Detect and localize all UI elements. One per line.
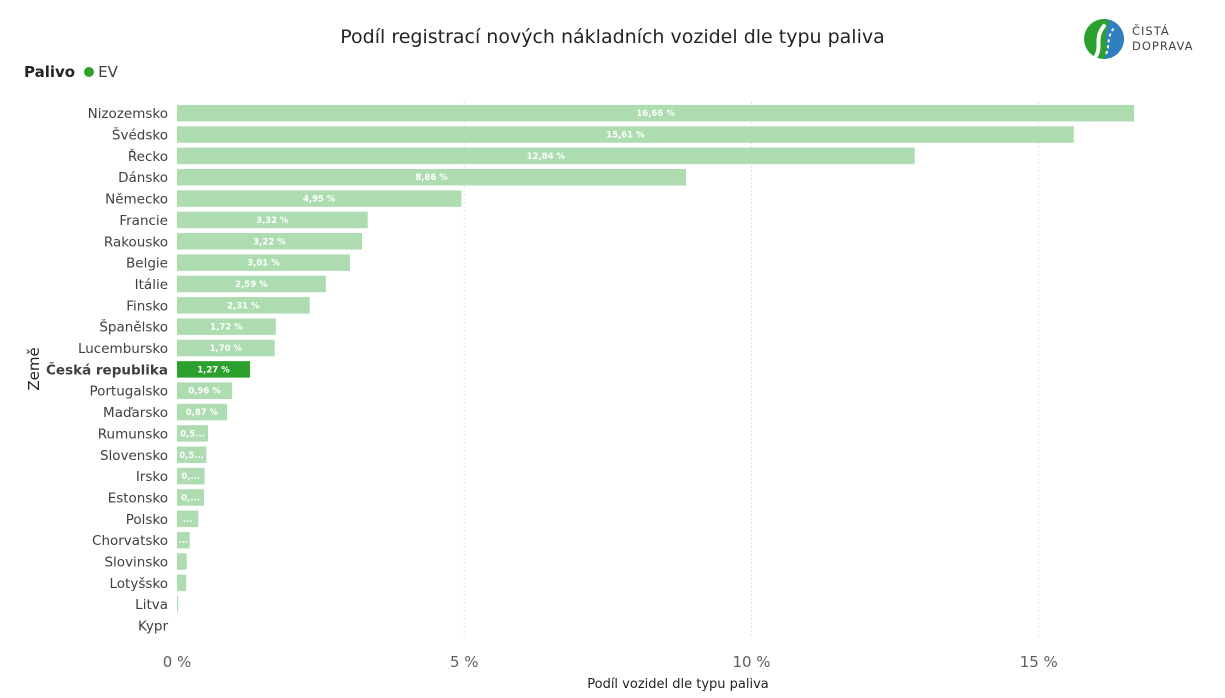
y-category-label: Lucembursko: [78, 341, 168, 357]
data-label: 0,...: [181, 472, 200, 482]
bar: [177, 104, 1135, 122]
y-category-label: Polsko: [126, 512, 168, 528]
y-category-label: Rumunsko: [98, 426, 168, 442]
data-label: 0,96 %: [188, 387, 221, 397]
legend-marker-ev: [84, 67, 95, 77]
y-category-label: Belgie: [126, 256, 168, 272]
bar: [177, 126, 1074, 143]
y-category-label: Francie: [119, 213, 168, 229]
data-label: 2,31 %: [227, 301, 260, 311]
data-label: 3,32 %: [256, 216, 289, 226]
y-category-label: Chorvatsko: [92, 533, 168, 549]
bar: [177, 275, 326, 293]
y-category-label: Itálie: [135, 277, 168, 293]
data-label: 0,5...: [179, 451, 204, 461]
bar: [177, 382, 233, 399]
bar: [177, 595, 179, 613]
y-category-label: Česká republika: [46, 360, 168, 378]
data-label: 1,27 %: [197, 365, 230, 375]
y-category-label: Estonsko: [108, 490, 168, 506]
legend-title: Palivo: [24, 63, 76, 81]
y-category-label: Kypr: [138, 619, 168, 635]
x-tick-label: 5 %: [450, 653, 479, 671]
y-category-label: Dánsko: [118, 170, 168, 186]
y-category-label: Lotyšsko: [110, 576, 169, 592]
y-category-label: Švédsko: [112, 126, 168, 144]
legend: Palivo EV: [24, 63, 118, 81]
y-category-label: Řecko: [128, 148, 168, 165]
bar: [177, 531, 190, 549]
bar: [177, 553, 187, 570]
chart-title: Podíl registrací nových nákladních vozid…: [340, 26, 885, 48]
data-label: 4,95 %: [303, 195, 336, 205]
y-category-label: Slovinsko: [104, 555, 168, 571]
x-tick-label: 15 %: [1020, 653, 1058, 671]
y-category-label: Maďarsko: [103, 405, 168, 421]
y-category-label: Finsko: [126, 298, 168, 314]
bar: [177, 510, 199, 528]
cista-doprava-logo: ČISTÁ DOPRAVA: [1082, 18, 1202, 60]
legend-label-ev[interactable]: EV: [98, 63, 118, 81]
x-tick-label: 0 %: [163, 653, 192, 671]
x-axis-title: Podíl vozidel dle typu paliva: [587, 677, 769, 692]
logo-text-line1: ČISTÁ: [1132, 24, 1170, 38]
bar: [177, 318, 276, 335]
bar: [177, 233, 362, 250]
y-category-label: Litva: [135, 597, 168, 613]
bar: [177, 361, 250, 378]
bar: [177, 297, 310, 314]
bar: [177, 147, 915, 165]
data-label: 0,5...: [180, 429, 205, 439]
y-category-label: Rakousko: [104, 234, 168, 250]
data-label: 2,59 %: [235, 280, 268, 290]
y-axis-title: Země: [25, 347, 43, 390]
y-category-label: Portugalsko: [89, 384, 168, 400]
data-label: ...: [178, 536, 188, 546]
y-category-label: Slovensko: [100, 448, 168, 464]
data-label: 3,01 %: [247, 259, 280, 269]
data-label: 0,87 %: [186, 408, 219, 418]
y-category-label: Irsko: [136, 469, 168, 485]
bar: [177, 339, 275, 357]
bar: [177, 425, 209, 442]
bar: [177, 574, 187, 592]
logo-text: ČISTÁ DOPRAVA: [1132, 24, 1194, 54]
logo-text-line2: DOPRAVA: [1132, 39, 1194, 53]
y-category-label: Německo: [105, 192, 168, 208]
data-label: 15,61 %: [606, 131, 645, 141]
y-category-label: Nizozemsko: [88, 106, 168, 122]
data-label: 0,...: [181, 493, 200, 503]
bar: [177, 467, 205, 485]
data-label: ...: [183, 515, 193, 525]
data-label: 16,66 %: [636, 109, 675, 119]
bar: [177, 254, 350, 271]
bar: [177, 489, 205, 506]
bar: [177, 168, 687, 186]
bar: [177, 211, 368, 229]
data-label: 1,70 %: [210, 344, 243, 354]
data-label: 8,86 %: [415, 173, 448, 183]
data-label: 1,72 %: [210, 323, 243, 333]
bar: [177, 190, 462, 207]
road-leaf-icon: [1084, 19, 1124, 59]
bar: [177, 446, 207, 464]
data-label: 12,84 %: [527, 152, 566, 162]
x-tick-label: 10 %: [732, 653, 770, 671]
bar: [177, 403, 227, 421]
y-category-label: Španělsko: [99, 318, 168, 336]
data-label: 3,22 %: [253, 237, 286, 247]
